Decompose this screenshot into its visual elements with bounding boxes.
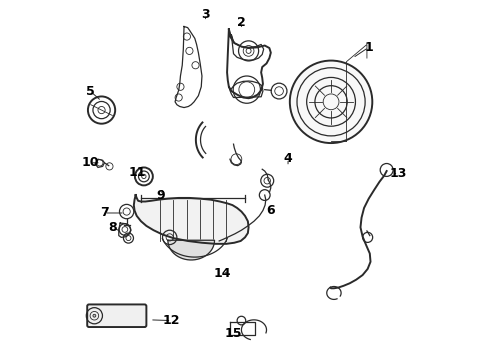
- Text: 8: 8: [109, 221, 117, 234]
- Text: 7: 7: [100, 207, 109, 220]
- Circle shape: [290, 60, 372, 143]
- Text: 15: 15: [225, 327, 242, 340]
- FancyBboxPatch shape: [87, 305, 147, 327]
- Text: 10: 10: [81, 156, 99, 169]
- Text: 13: 13: [390, 167, 407, 180]
- Text: 14: 14: [214, 267, 231, 280]
- Text: 2: 2: [237, 16, 246, 29]
- Polygon shape: [168, 240, 215, 260]
- Text: 9: 9: [156, 189, 165, 202]
- Text: 4: 4: [284, 152, 293, 165]
- Text: 11: 11: [129, 166, 146, 179]
- Text: 12: 12: [163, 314, 180, 327]
- Text: 6: 6: [266, 204, 274, 217]
- Text: 3: 3: [201, 8, 210, 21]
- Text: 1: 1: [365, 41, 373, 54]
- Circle shape: [93, 314, 96, 317]
- Polygon shape: [134, 195, 248, 244]
- Text: 5: 5: [86, 85, 95, 98]
